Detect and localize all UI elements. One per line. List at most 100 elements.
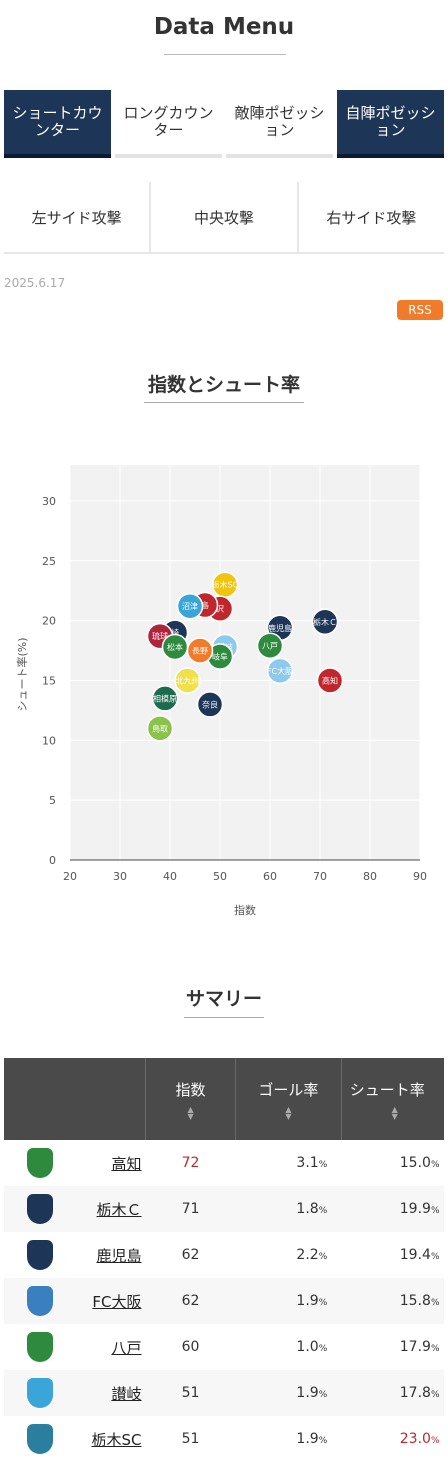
data-point[interactable]: 奈良 — [196, 691, 224, 718]
menu-own-possession[interactable]: 自陣ポゼッション — [337, 90, 444, 158]
point-marker — [174, 667, 201, 694]
table-row: 栃木SC 51 1.9% 23.0% — [4, 1416, 444, 1462]
team-name-cell: 八戸 — [76, 1324, 146, 1370]
point-label: 琉球 — [152, 631, 168, 641]
data-point[interactable]: 沼津 — [176, 592, 204, 620]
team-crest-icon — [26, 1148, 53, 1178]
point-marker — [161, 633, 189, 661]
team-link[interactable]: 栃木SC — [91, 1430, 142, 1449]
x-tick-label: 20 — [63, 870, 77, 883]
point-label: 松本 — [167, 642, 183, 652]
menu-enemy-possession[interactable]: 敵陣ポゼッション — [226, 90, 333, 158]
rss-button[interactable]: RSS — [397, 300, 443, 320]
team-link[interactable]: 八戸 — [111, 1338, 142, 1357]
y-tick-label: 10 — [42, 734, 56, 747]
menu-short-counter[interactable]: ショートカウンター — [4, 90, 111, 158]
y-tick-label: 0 — [49, 854, 56, 867]
x-tick-label: 50 — [213, 870, 227, 883]
menu-center-attack[interactable]: 中央攻撃 — [151, 182, 299, 254]
data-point[interactable]: 八戸 — [256, 632, 284, 659]
point-marker — [311, 608, 339, 636]
sort-icon: ▲ ▼ — [391, 1104, 398, 1121]
point-marker — [151, 685, 179, 712]
menu-row-secondary: 左サイド攻撃 中央攻撃 右サイド攻撃 — [4, 182, 444, 254]
pct-unit: % — [430, 1298, 440, 1308]
goal-rate-cell: 2.2% — [236, 1232, 342, 1278]
goal-rate-cell: 1.8% — [235, 1186, 342, 1232]
point-label: 沢 — [216, 605, 224, 614]
team-name-cell: 讃岐 — [75, 1370, 146, 1416]
data-point[interactable]: 長野 — [186, 637, 214, 664]
point-label: 長野 — [192, 647, 208, 656]
header-label: 指数 — [175, 1080, 206, 1099]
data-point[interactable]: 相模原 — [151, 685, 179, 712]
point-marker — [256, 632, 284, 659]
data-point[interactable]: 北九州 — [174, 667, 201, 694]
goal-rate-cell: 1.9% — [235, 1278, 342, 1324]
scatter-chart: 20 30 40 50 60 70 80 90 0 5 10 15 20 25 30 指数 シュート率(%)… — [15, 465, 427, 917]
menu-long-counter[interactable]: ロングカウンター — [115, 90, 222, 158]
y-tick-label: 5 — [49, 794, 56, 807]
team-crest-cell — [4, 1186, 76, 1232]
pct-unit: % — [430, 1160, 440, 1170]
goal-rate-cell: 3.1% — [236, 1140, 342, 1186]
goal-rate-value: 1.0 — [296, 1339, 319, 1355]
table-row: 讃岐 51 1.9% 17.8% — [4, 1370, 444, 1416]
team-link[interactable]: 高知 — [111, 1154, 142, 1173]
x-tick-label: 30 — [113, 870, 127, 883]
pct-unit: % — [318, 1436, 328, 1446]
menu-label: ロングカウンター — [123, 104, 214, 139]
menu-left-side-attack[interactable]: 左サイド攻撃 — [4, 182, 152, 254]
x-tick-label: 80 — [363, 870, 377, 883]
y-tick-label: 20 — [42, 615, 56, 628]
sort-icon: ▲ ▼ — [187, 1104, 194, 1121]
point-label: FC大阪 — [267, 666, 293, 676]
point-label: 相模原 — [153, 693, 177, 703]
page-title: Data Menu — [153, 14, 295, 40]
table-row: FC大阪 62 1.9% 15.8% — [4, 1278, 444, 1324]
menu-right-side-attack[interactable]: 右サイド攻撃 — [298, 182, 444, 254]
chart-section-title: 指数とシュート率 — [147, 374, 300, 396]
team-name-cell: FC大阪 — [75, 1278, 146, 1324]
team-crest-cell — [4, 1370, 76, 1416]
menu-label: 自陣ポゼッション — [345, 104, 436, 139]
data-point[interactable]: FC大阪 — [266, 657, 294, 685]
summary-section-title: サマリー — [185, 988, 262, 1010]
point-label: 鳥取 — [152, 723, 168, 733]
data-point[interactable]: 鳥取 — [146, 715, 174, 742]
team-name-cell: 鹿児島 — [76, 1232, 146, 1278]
header-index[interactable]: 指数 ▲ ▼ — [145, 1058, 237, 1140]
team-link[interactable]: 鹿児島 — [96, 1246, 142, 1265]
data-point[interactable]: 栃木Ｃ — [311, 608, 339, 636]
index-cell: 51 — [145, 1370, 236, 1416]
shot-rate-cell: 15.0% — [341, 1140, 444, 1186]
pct-unit: % — [318, 1252, 328, 1262]
sort-icon: ▲ ▼ — [285, 1104, 292, 1121]
data-point[interactable]: 高知 — [316, 667, 344, 694]
team-name-cell: 栃木SC — [76, 1416, 146, 1462]
index-cell: 71 — [145, 1186, 236, 1232]
plot-area — [70, 465, 420, 860]
team-link[interactable]: FC大阪 — [92, 1292, 142, 1311]
title-divider — [164, 54, 286, 55]
x-tick-label: 70 — [313, 870, 327, 883]
point-label: 沼津 — [182, 601, 198, 611]
team-link[interactable]: 讃岐 — [111, 1384, 142, 1403]
index-cell: 62 — [181, 1247, 200, 1263]
team-link[interactable]: 栃木Ｃ — [96, 1200, 142, 1219]
pct-unit: % — [430, 1390, 440, 1400]
table-row: 栃木Ｃ 71 1.8% 19.9% — [4, 1186, 444, 1232]
point-marker — [316, 667, 344, 694]
goal-rate-value: 1.8 — [296, 1201, 319, 1217]
header-shot-rate[interactable]: シュート率 ▲ ▼ — [341, 1058, 444, 1140]
pct-unit: % — [430, 1206, 440, 1216]
point-marker — [196, 691, 224, 718]
header-goal-rate[interactable]: ゴール率 ▲ ▼ — [235, 1058, 342, 1140]
y-tick-label: 30 — [42, 495, 56, 508]
data-point[interactable]: 松本 — [161, 633, 189, 661]
index-cell: 51 — [181, 1431, 200, 1447]
table-row: 八戸 60 1.0% 17.9% — [4, 1324, 444, 1370]
pct-unit: % — [318, 1298, 328, 1308]
data-point[interactable]: 栃木SC — [212, 571, 239, 598]
goal-rate-value: 2.2 — [296, 1247, 319, 1263]
